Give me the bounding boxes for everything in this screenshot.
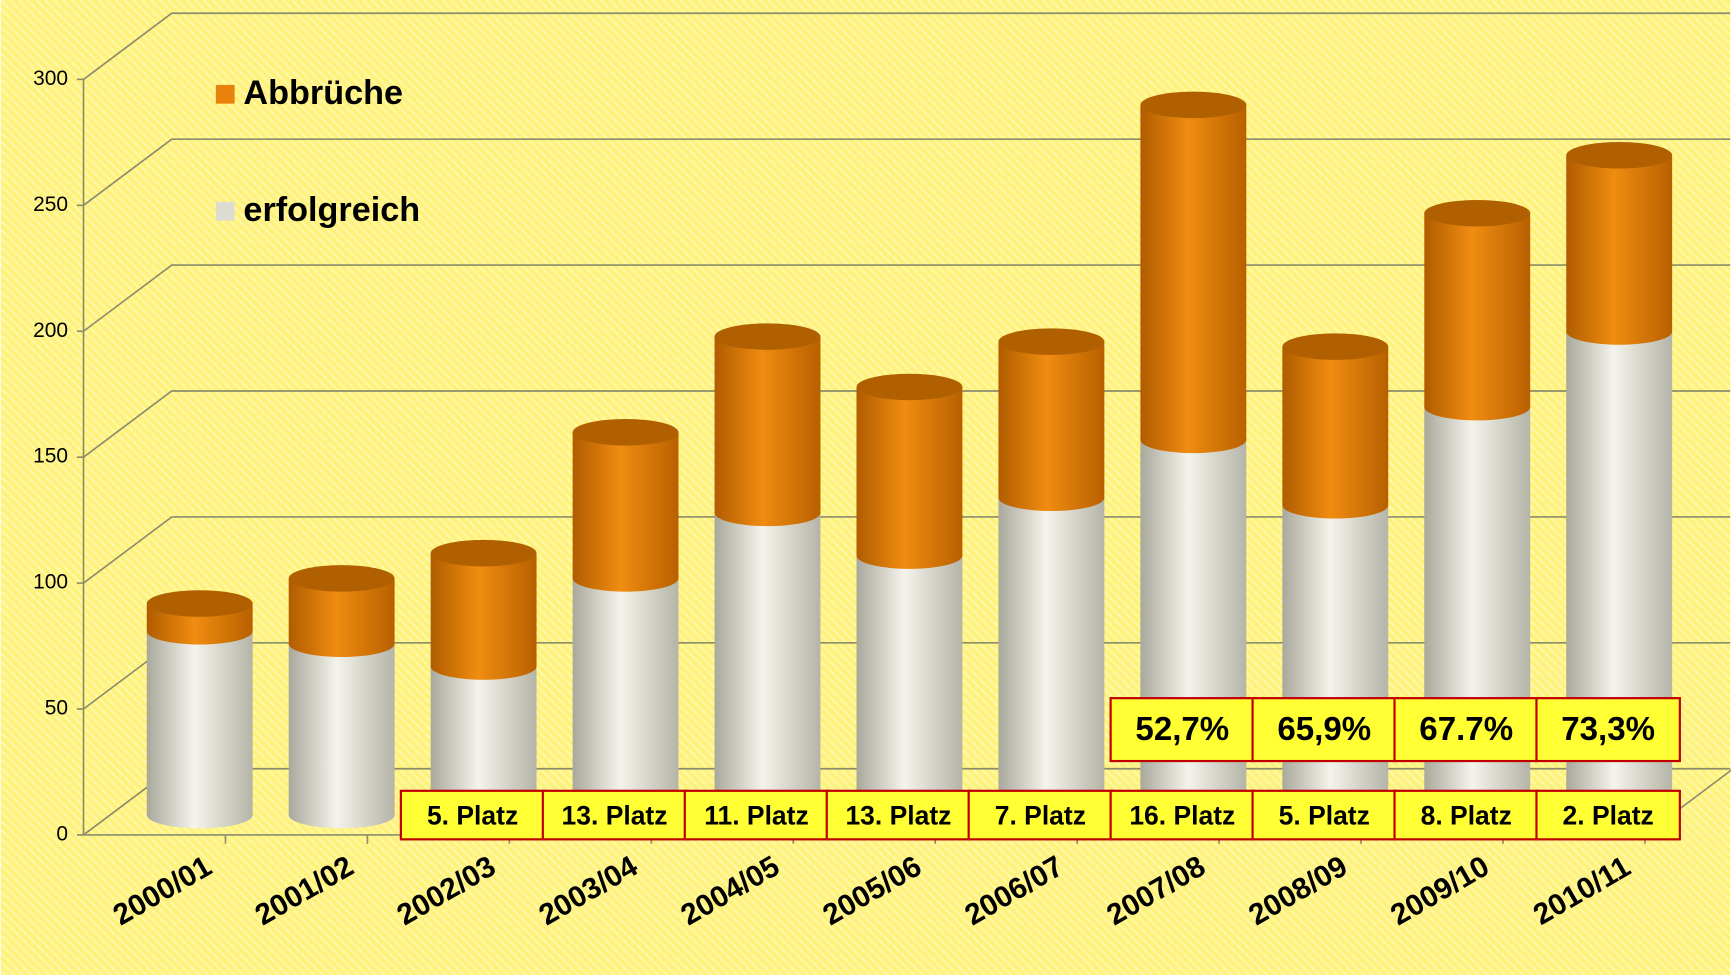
rate-box xyxy=(1535,697,1681,763)
bar-top xyxy=(998,328,1105,355)
bar xyxy=(1140,104,1247,440)
bar xyxy=(1566,155,1673,332)
y-tick-label: 300 xyxy=(33,67,68,90)
place-box xyxy=(1251,789,1398,841)
bar xyxy=(1424,213,1531,408)
y-tick-label: 100 xyxy=(33,571,68,594)
bar-top xyxy=(288,565,395,592)
bar xyxy=(714,336,821,513)
place-box xyxy=(1109,789,1256,841)
place-label: 11. Platz xyxy=(704,800,808,830)
place-box xyxy=(1535,789,1681,841)
rate-label: 67.7% xyxy=(1419,711,1513,748)
place-label: 13. Platz xyxy=(845,800,951,830)
y-tick-label: 0 xyxy=(56,822,68,845)
y-tick-label: 50 xyxy=(45,697,68,720)
bar xyxy=(856,555,963,816)
bar xyxy=(572,432,679,579)
bar xyxy=(856,386,963,556)
legend-swatch xyxy=(215,84,235,104)
y-tick-label: 250 xyxy=(33,193,68,216)
bar xyxy=(998,497,1105,816)
y-tick-label: 150 xyxy=(33,445,68,468)
rate-label: 73,3% xyxy=(1561,711,1655,748)
y-tick-label: 200 xyxy=(33,319,68,342)
legend-label: erfolgreich xyxy=(243,191,420,229)
legend-label: Abbrüche xyxy=(243,74,403,112)
rate-box xyxy=(1393,697,1540,763)
bar xyxy=(998,341,1105,498)
rate-box xyxy=(1251,697,1398,763)
bar-top xyxy=(1424,199,1531,227)
bar xyxy=(1282,505,1389,816)
bar-top xyxy=(1140,91,1247,119)
place-label: 16. Platz xyxy=(1129,800,1235,830)
bar xyxy=(146,631,253,816)
rate-label: 52,7% xyxy=(1135,711,1229,748)
bar xyxy=(1282,346,1389,506)
place-box xyxy=(541,789,688,841)
legend-swatch xyxy=(215,201,235,221)
place-label: 8. Platz xyxy=(1421,800,1512,830)
bar xyxy=(714,512,821,816)
place-label: 5. Platz xyxy=(1279,800,1370,830)
bar xyxy=(430,553,537,667)
bar-top xyxy=(856,373,963,401)
place-box xyxy=(1393,789,1540,841)
place-box xyxy=(967,789,1114,841)
bar-top xyxy=(1282,333,1389,360)
grid-line xyxy=(83,12,1731,81)
bar-top xyxy=(1566,142,1673,169)
place-label: 7. Platz xyxy=(995,800,1086,830)
place-label: 5. Platz xyxy=(427,800,518,830)
rate-label: 65,9% xyxy=(1277,711,1371,748)
place-label: 13. Platz xyxy=(562,800,668,830)
bar-top xyxy=(430,539,537,567)
bar-top xyxy=(714,323,821,350)
place-box xyxy=(825,789,972,841)
bar-top xyxy=(146,590,253,617)
place-label: 2. Platz xyxy=(1563,800,1654,830)
bar xyxy=(572,578,679,816)
bar-top xyxy=(572,419,679,446)
bar xyxy=(288,643,395,816)
